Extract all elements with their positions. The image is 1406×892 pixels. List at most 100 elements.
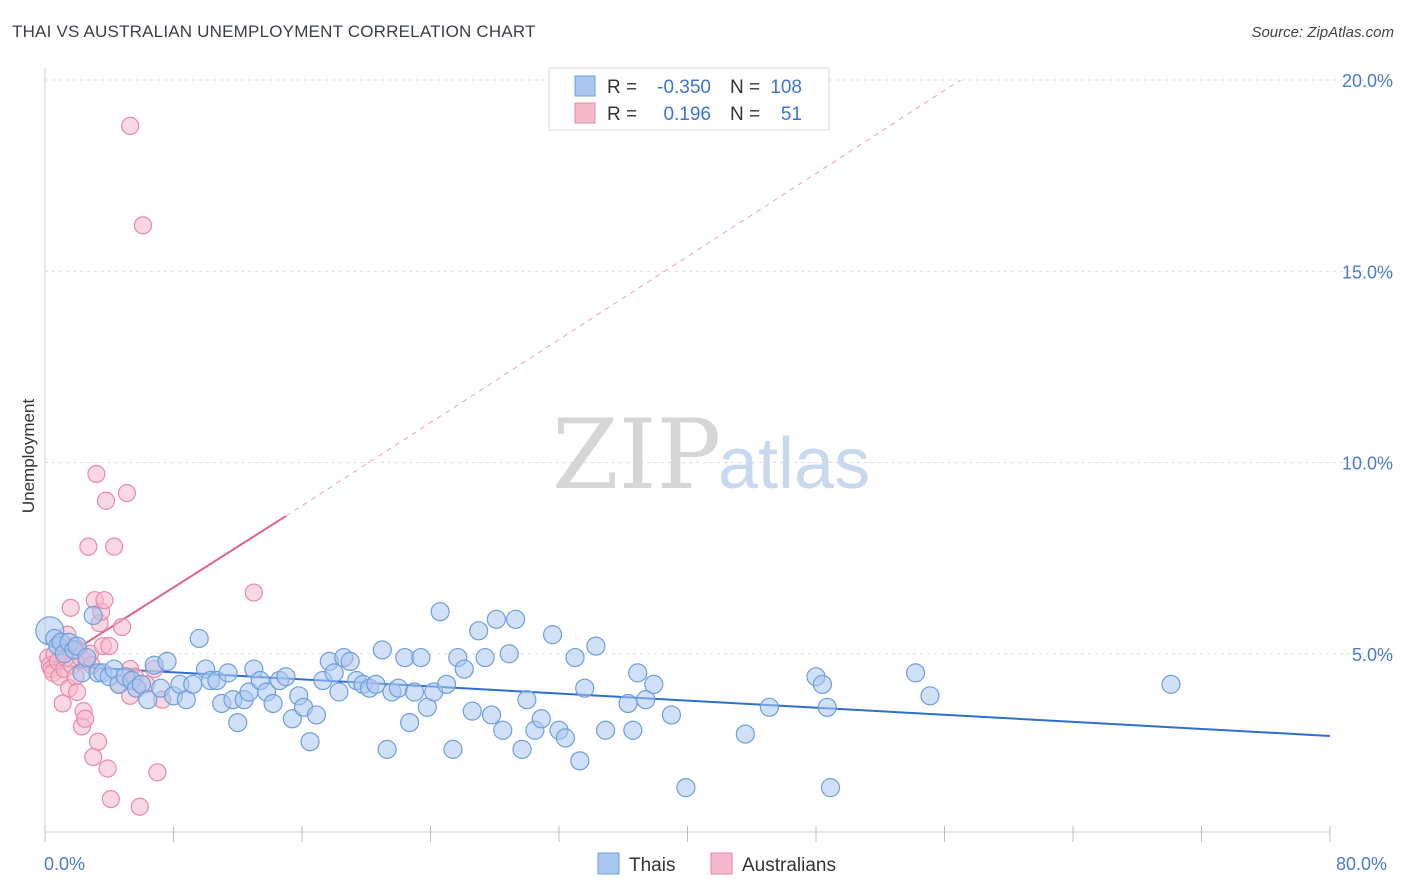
australians-point (130, 797, 149, 816)
thais-point (676, 778, 696, 798)
thais-point (469, 621, 489, 641)
x-ticks (44, 826, 1331, 842)
australians-point (95, 591, 114, 610)
thais-point (462, 701, 482, 721)
thais-point (512, 739, 532, 759)
thais-point (282, 709, 302, 729)
australians-point (133, 216, 153, 235)
thais-point (306, 705, 327, 725)
thais-point (517, 690, 537, 710)
thais-point (340, 651, 360, 672)
chart-title: THAI VS AUSTRALIAN UNEMPLOYMENT CORRELAT… (12, 22, 536, 41)
australians-point (76, 709, 95, 728)
australians-point (68, 682, 87, 702)
thais-point (812, 674, 833, 694)
legend-bottom-label-australians: Australians (742, 855, 836, 876)
thais-point (157, 651, 177, 672)
thais-points (35, 602, 1181, 798)
australians-point (53, 694, 72, 713)
thais-point (475, 647, 495, 668)
australians-point (148, 763, 167, 782)
thais-point (493, 720, 513, 740)
thais-point (628, 663, 648, 683)
y-tick-label: 5.0% (1352, 645, 1393, 665)
australians-point (121, 116, 140, 136)
thais-point (183, 674, 203, 694)
thais-point (623, 720, 643, 740)
thais-point (735, 724, 755, 744)
thais-point (218, 663, 238, 683)
thais-point (83, 605, 103, 626)
thais-point (618, 693, 638, 714)
australians-point (100, 636, 119, 656)
australians-point (98, 759, 117, 778)
australians-point (244, 583, 263, 602)
legend-bottom: Thais Australians (597, 852, 836, 876)
australians-point (79, 537, 98, 556)
australians-point (61, 598, 80, 617)
watermark: ZIP atlas (552, 399, 870, 511)
legend-r-value-australians: 0.196 (663, 104, 711, 125)
thais-point (586, 636, 606, 656)
legend-n-label-thais: N = (730, 77, 760, 98)
thais-point (636, 690, 656, 710)
thais-point (189, 628, 209, 649)
thais-point (377, 739, 397, 759)
australians-point (87, 464, 106, 484)
thais-point (531, 709, 551, 729)
thais-point (436, 674, 457, 694)
thais-point (411, 647, 431, 668)
thais-point (324, 663, 344, 683)
thais-point (77, 647, 97, 668)
thais-point (575, 678, 595, 698)
x-tick-label-max: 80.0% (1336, 854, 1387, 874)
thais-point (329, 682, 349, 702)
legend-top: R = -0.350 N = 108 R = 0.196 N = 51 (548, 67, 830, 131)
legend-swatch-thais (574, 75, 596, 97)
thais-point (565, 647, 585, 668)
thais-point (138, 690, 158, 710)
thais-point (486, 609, 506, 629)
thais-point (817, 697, 837, 717)
thais-point (661, 705, 682, 725)
y-tick-labels: 5.0% 10.0% 15.0% 20.0% (1342, 71, 1393, 665)
thais-point (388, 678, 408, 698)
gridlines (45, 79, 1392, 655)
thais-point (395, 647, 415, 668)
thais-point (404, 682, 425, 702)
y-axis-label: Unemployment (19, 399, 38, 514)
thais-point (228, 712, 248, 733)
thais-point (506, 609, 526, 629)
australians-point (88, 732, 108, 751)
thais-point (372, 640, 392, 660)
legend-bottom-label-thais: Thais (629, 855, 675, 876)
australians-trend-line-extension (285, 79, 961, 517)
thais-point (920, 686, 940, 706)
legend-r-label-australians: R = (607, 104, 637, 125)
thais-point (300, 732, 320, 752)
australians-point (117, 484, 137, 503)
australians-point (112, 617, 132, 637)
thais-point (595, 720, 616, 740)
legend-swatch-australians (574, 102, 596, 124)
thais-point (555, 728, 576, 748)
legend-bottom-swatch-australians (710, 852, 733, 875)
legend-n-value-australians: 51 (781, 104, 802, 125)
y-tick-label: 10.0% (1342, 454, 1393, 474)
thais-point (499, 644, 519, 664)
thais-point (366, 674, 386, 694)
legend-r-label-thais: R = (607, 77, 637, 98)
thais-point (644, 674, 664, 694)
thais-point (276, 667, 296, 687)
thais-point (759, 697, 780, 717)
thais-point (905, 663, 926, 683)
thais-point (400, 712, 420, 733)
y-tick-label: 20.0% (1342, 71, 1393, 91)
australians-point (96, 491, 116, 510)
thais-point (430, 602, 450, 622)
source-label: Source: ZipAtlas.com (1251, 24, 1394, 41)
australians-points (39, 116, 263, 816)
thais-point (1161, 674, 1181, 694)
legend-bottom-swatch-thais (597, 852, 620, 875)
